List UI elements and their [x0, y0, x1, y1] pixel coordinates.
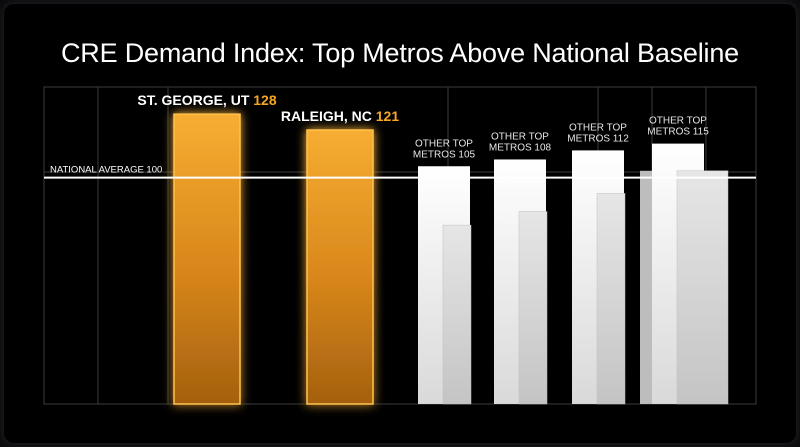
bar-overlay	[676, 170, 729, 405]
bar-highlight	[306, 129, 374, 405]
bar-overlay	[442, 224, 472, 405]
chart-title: CRE Demand Index: Top Metros Above Natio…	[61, 38, 739, 68]
bar-overlay	[518, 211, 548, 405]
bar-label-value: 128	[253, 92, 277, 108]
bar-highlight	[173, 113, 241, 405]
bar-label-name: RALEIGH, NC	[281, 108, 376, 124]
bar-label-line: METROS 105	[413, 149, 476, 160]
plot-border	[43, 86, 757, 405]
bar-label-line: OTHER TOP	[415, 138, 473, 149]
bar-label-line: OTHER TOP	[569, 122, 627, 133]
bars-layer	[173, 113, 729, 405]
bar-shadow	[640, 170, 652, 404]
bar-label-line: METROS 115	[647, 127, 709, 138]
bar-label-line: OTHER TOP	[649, 116, 707, 127]
baseline-layer: NATIONAL AVERAGE 100	[44, 165, 756, 179]
bar-label-line: METROS 112	[567, 133, 629, 144]
bar-label: RALEIGH, NC 121	[281, 108, 399, 124]
bar-overlay	[596, 193, 626, 405]
bar-label-value: 121	[376, 108, 400, 124]
bar-label-line: METROS 108	[489, 142, 552, 153]
baseline-label: NATIONAL AVERAGE 100	[50, 165, 162, 176]
bar-label-line: OTHER TOP	[491, 131, 549, 142]
bar-label: ST. GEORGE, UT 128	[137, 92, 276, 108]
bar-label-name: ST. GEORGE, UT	[137, 92, 253, 108]
